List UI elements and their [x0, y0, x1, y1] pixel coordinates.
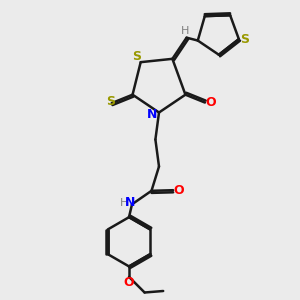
- Text: O: O: [206, 96, 216, 109]
- Text: O: O: [123, 276, 134, 289]
- Text: S: S: [133, 50, 142, 63]
- Text: N: N: [125, 196, 136, 209]
- Text: N: N: [147, 107, 158, 121]
- Text: S: S: [240, 33, 249, 46]
- Text: H: H: [119, 198, 128, 208]
- Text: H: H: [181, 26, 189, 36]
- Text: S: S: [106, 95, 115, 108]
- Text: O: O: [174, 184, 184, 197]
